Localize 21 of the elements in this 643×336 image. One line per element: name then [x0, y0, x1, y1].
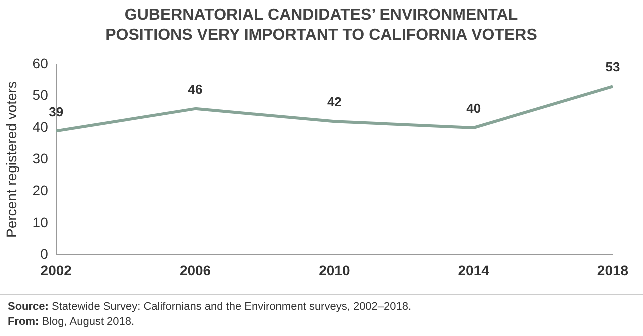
- y-tick-label: 10: [32, 214, 49, 230]
- data-label: 42: [327, 94, 342, 110]
- y-axis-title: Percent registered voters: [3, 82, 20, 238]
- y-tick-label: 40: [32, 118, 49, 135]
- x-tick-label: 2010: [319, 262, 350, 278]
- x-tick-label: 2014: [458, 262, 490, 278]
- x-tick-label: 2006: [180, 262, 212, 278]
- x-tick-label: 2002: [40, 262, 72, 278]
- y-tick-label: 50: [32, 87, 49, 104]
- y-tick-label: 20: [32, 182, 49, 198]
- data-label: 53: [606, 60, 620, 75]
- y-tick-label: 30: [32, 150, 49, 167]
- y-tick-label: 0: [40, 246, 49, 262]
- x-tick-label: 2018: [597, 262, 629, 278]
- data-label: 39: [49, 104, 64, 120]
- source-note: Source: Statewide Survey: Californians and the Environment surveys, 2002–2018.: [8, 300, 413, 315]
- chart-title: GUBERNATORIAL CANDIDATES’ ENVIRONMENTAL POSITIONS VERY IMPORTANT TO CALIFORNIA VOTERS: [104, 6, 538, 46]
- y-tick-label: 60: [32, 55, 49, 72]
- text: From: Blog, August 2018.: [8, 315, 136, 330]
- data-label: 46: [188, 82, 203, 97]
- data-label: 40: [466, 101, 482, 116]
